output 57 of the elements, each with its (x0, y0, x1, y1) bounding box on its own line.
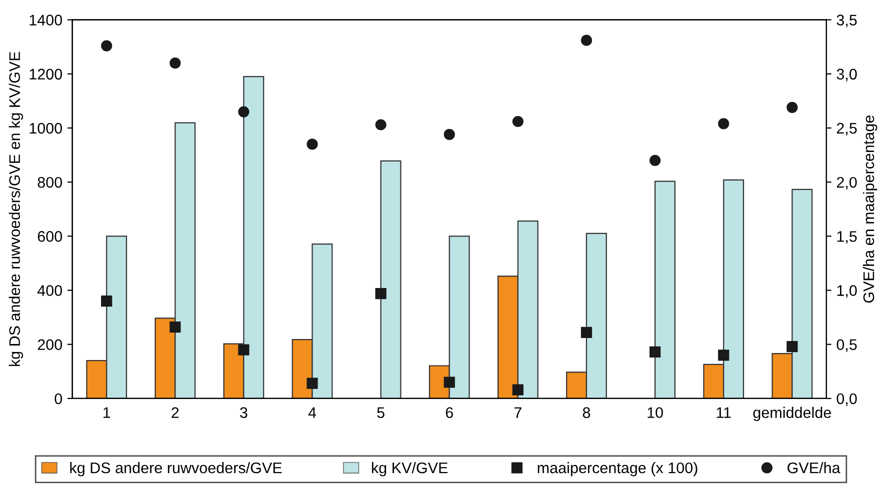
y-tick-label: 800 (38, 176, 62, 188)
x-tick-label: 7 (514, 407, 522, 418)
legend-label: maaipercentage (x 100) (538, 462, 698, 476)
point (649, 154, 661, 166)
y2-tick-label: 3,0 (836, 68, 857, 82)
x-tick-label: 1 (104, 407, 110, 418)
y2-tick-label: 0,0 (836, 393, 857, 406)
y-tick-label: 0 (54, 393, 62, 404)
y2-tick-label: 2,0 (836, 176, 857, 190)
point (375, 288, 386, 300)
y-tick-label: 400 (37, 285, 62, 296)
x-tick-label: 8 (582, 407, 590, 418)
y2-tick-label: 2,5 (836, 122, 857, 136)
point (238, 344, 250, 356)
legend-label: kg KV/GVE (372, 462, 448, 476)
point (101, 296, 112, 307)
point (512, 384, 524, 396)
y-tick-label: 1000 (30, 122, 62, 134)
y-tick-label: 200 (38, 339, 62, 350)
point (580, 34, 592, 46)
y-axis-title: kg DS andere ruwvoeders/GVE en kg KV/GVE (8, 52, 24, 366)
point (444, 376, 455, 388)
x-tick-label: gemiddelde (753, 406, 831, 422)
point (512, 116, 524, 128)
point (649, 346, 661, 358)
point (306, 378, 318, 389)
y2-tick-label: 3,5 (836, 14, 857, 28)
point (786, 340, 798, 352)
point (375, 119, 386, 130)
bar (380, 160, 402, 398)
x-tick-label: 5 (377, 407, 384, 418)
y-tick-label: 1400 (30, 14, 62, 26)
y2-tick-label: 0,5 (836, 339, 857, 352)
point (444, 128, 455, 140)
point (786, 102, 798, 113)
point (101, 40, 112, 52)
point (580, 326, 592, 338)
x-tick-label: 2 (172, 407, 179, 418)
point (718, 350, 730, 361)
legend-label: kg DS andere ruwvoeders/GVE (70, 462, 282, 476)
bar (654, 180, 676, 398)
y-tick-label: 600 (38, 231, 62, 242)
point (306, 138, 318, 150)
legend-label: GVE/ha (788, 462, 840, 474)
x-tick-label: 10 (648, 407, 663, 418)
x-tick-label: 11 (716, 407, 731, 418)
point (718, 118, 730, 130)
y-tick-label: 1200 (30, 68, 62, 80)
point (170, 58, 181, 69)
x-tick-label: 4 (308, 407, 316, 418)
y2-axis-title: GVE/ha en maaipercentage (862, 116, 878, 303)
x-tick-label: 6 (446, 407, 453, 418)
y2-tick-label: 1,5 (837, 231, 857, 244)
point (170, 322, 181, 333)
point (238, 106, 250, 118)
x-tick-label: 3 (240, 407, 248, 418)
y2-tick-label: 1,0 (837, 285, 857, 298)
